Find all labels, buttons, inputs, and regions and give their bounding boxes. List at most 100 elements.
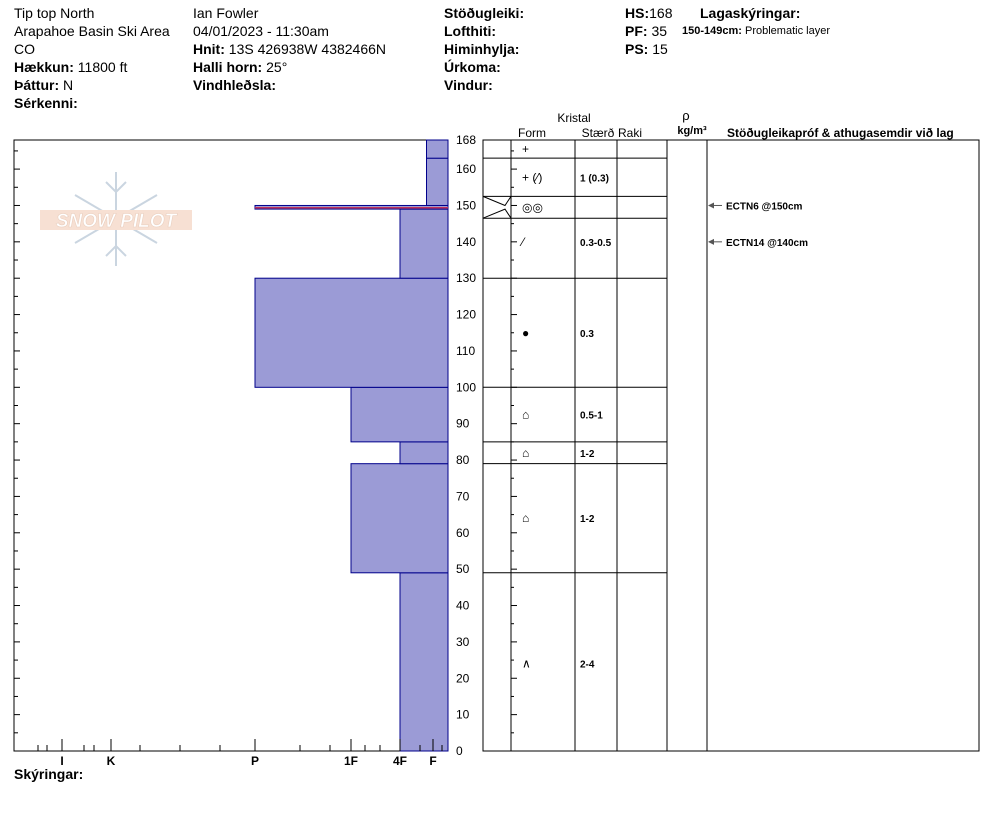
hardness-axis-ticks <box>37 739 443 751</box>
stability-test-label: ECTN6 @150cm <box>726 201 803 212</box>
ps-label: PS: <box>625 41 649 57</box>
notes-label: Skýringar: <box>14 766 84 782</box>
pf-field: PF: 35 <box>625 22 667 40</box>
logo-text: SNOW PILOT <box>56 211 178 232</box>
grain-form: ⌂ <box>522 446 529 460</box>
col-header-form: Form <box>518 126 546 140</box>
hs-value: 168 <box>649 5 673 21</box>
height-label: 100 <box>456 380 476 394</box>
pf-value: 35 <box>651 23 668 39</box>
hardness-label-1f: 1F <box>344 754 358 768</box>
height-label: 90 <box>456 417 470 431</box>
wind-field: Vindur: <box>444 76 493 94</box>
grain-form: + (⁄) <box>522 170 542 184</box>
grain-cells: + + (⁄) 1 (0.3) ◎◎ ⁄ 0.3-0.5 ● 0.3 ⌂ 0.5-1 ⌂ 1-2 ⌂ 1-… <box>519 142 612 671</box>
notes-field: Skýringar: <box>14 765 83 783</box>
grain-size: 0.3 <box>580 329 594 340</box>
aspect-field: Þáttur: N <box>14 76 73 94</box>
hardness-bar <box>399 208 449 279</box>
layer-table-ticks <box>511 150 517 752</box>
hardness-bar <box>426 139 449 159</box>
height-label: 80 <box>456 453 470 467</box>
height-label: 70 <box>456 489 470 503</box>
grain-form: ◎◎ <box>522 200 543 214</box>
height-axis-labels: 0 10 20 30 40 50 60 70 80 90 100 110 120 130 140 150 160… <box>456 133 476 758</box>
coords-value: 13S 426938W 4382466N <box>228 41 387 57</box>
slope-field: Halli horn: 25° <box>193 58 287 76</box>
weak-layer-connector <box>482 195 512 207</box>
hardness-bar <box>426 157 449 206</box>
location-name: Tip top North <box>14 5 95 21</box>
stability-label: Stöðugleiki: <box>444 5 525 21</box>
stability-test-label: ECTN14 @140cm <box>726 238 808 249</box>
grain-form: + <box>522 142 529 156</box>
arrow-head-icon <box>708 238 714 245</box>
grain-form: ⌂ <box>522 408 529 422</box>
features-field: Sérkenni: <box>14 94 78 112</box>
slope-value: 25° <box>266 59 288 75</box>
stability-tests: ECTN6 @150cm ECTN14 @140cm <box>708 201 808 249</box>
sky-label: Himinhylja: <box>444 41 520 57</box>
features-label: Sérkenni: <box>14 95 78 111</box>
height-label: 30 <box>456 635 470 649</box>
hs-label: HS: <box>625 5 650 21</box>
hardness-bars <box>254 139 449 752</box>
grain-size: 0.3-0.5 <box>580 238 612 249</box>
precip-label: Úrkoma: <box>444 59 501 75</box>
pf-label: PF: <box>625 23 648 39</box>
wind-label: Vindur: <box>444 77 493 93</box>
state-name: CO <box>14 41 35 57</box>
wind-loading-field: Vindhleðsla: <box>193 76 276 94</box>
height-label: 110 <box>456 344 475 358</box>
observation-datetime: 04/01/2023 - 11:30am <box>193 23 329 39</box>
layer-table-frame <box>482 139 980 752</box>
layer-notes-title: Lagaskýringar: <box>700 5 801 21</box>
height-label: 168 <box>456 133 476 147</box>
height-label: 40 <box>456 599 470 613</box>
height-label: 0 <box>456 744 463 758</box>
hardness-label-p: P <box>251 754 259 768</box>
col-header-rho: ρ <box>682 108 689 123</box>
grain-form: ⁄ <box>519 235 526 249</box>
hardness-axis-left-ticks <box>14 150 20 734</box>
grain-size: 1 (0.3) <box>580 173 609 184</box>
air-temp-field: Lofthiti: <box>444 22 496 40</box>
layer-note-text: Problematic layer <box>745 25 830 37</box>
logo-band <box>40 210 192 230</box>
height-label: 130 <box>456 271 476 285</box>
hardness-label-i: I <box>60 754 63 768</box>
grain-size: 0.5-1 <box>580 411 603 422</box>
layer-boundaries <box>482 157 667 574</box>
col-header-comments: Stöðugleikapróf & athugasemdir við lag <box>727 126 954 140</box>
ps-value: 15 <box>652 41 668 57</box>
stability-field: Stöðugleiki: <box>444 4 524 22</box>
grain-size: 1-2 <box>580 514 595 525</box>
grain-size: 1-2 <box>580 449 595 460</box>
col-header-size: Stærð <box>582 126 615 140</box>
hardness-label-f: F <box>429 754 436 768</box>
height-label: 140 <box>456 235 476 249</box>
sky-field: Himinhylja: <box>444 40 519 58</box>
hardness-label-k: K <box>107 754 116 768</box>
hs-field: HS:168 <box>625 4 672 22</box>
snowpilot-logo: SNOW PILOT <box>40 172 192 266</box>
grain-form: ● <box>522 326 529 340</box>
slope-label: Halli horn: <box>193 59 263 75</box>
hardness-bar <box>350 386 449 443</box>
col-header-moisture: Raki <box>618 126 642 140</box>
coords-field: Hnit: 13S 426938W 4382466N <box>193 40 386 58</box>
precip-field: Úrkoma: <box>444 58 501 76</box>
height-label: 160 <box>456 162 476 176</box>
elevation-label: Hækkun: <box>14 59 74 75</box>
coords-label: Hnit: <box>193 41 225 57</box>
elevation-value: 11800 ft <box>77 59 128 75</box>
col-header-crystal: Kristal <box>557 111 590 125</box>
height-label: 150 <box>456 198 476 212</box>
wind-loading-label: Vindhleðsla: <box>193 77 276 93</box>
area-name: Arapahoe Basin Ski Area <box>14 23 170 39</box>
observer-name: Ian Fowler <box>193 5 259 21</box>
ps-field: PS: 15 <box>625 40 668 58</box>
aspect-value: N <box>63 77 74 93</box>
layer-note-range: 150-149cm: <box>682 25 742 37</box>
height-label: 20 <box>456 671 470 685</box>
